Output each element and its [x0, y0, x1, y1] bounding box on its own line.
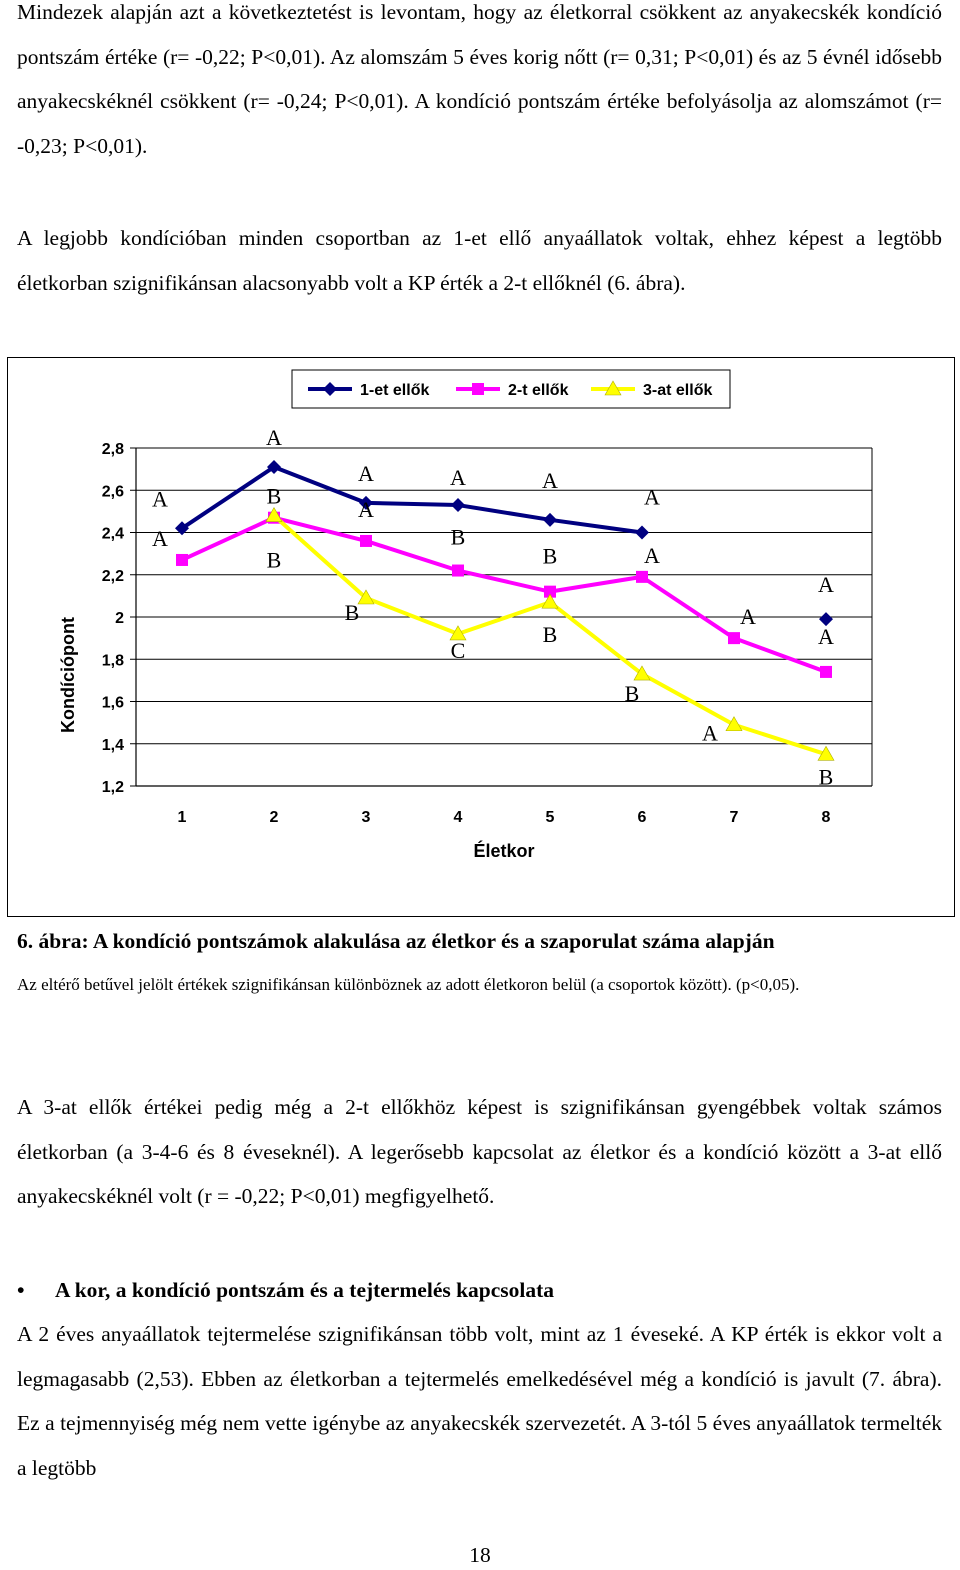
data-point — [175, 521, 189, 536]
significance-letter: B — [345, 600, 360, 625]
significance-letter: A — [644, 485, 660, 510]
significance-letter: A — [644, 543, 660, 568]
x-tick-label: 2 — [270, 809, 279, 826]
data-point — [452, 564, 464, 577]
page-number: 18 — [469, 1543, 491, 1567]
y-tick-label: 2,4 — [102, 526, 124, 543]
data-point — [265, 506, 283, 522]
significance-letter: B — [819, 764, 834, 789]
bullet-icon: • — [17, 1278, 25, 1302]
data-point — [359, 495, 373, 510]
data-point — [267, 460, 281, 475]
y-tick-label: 2 — [115, 610, 124, 627]
legend-marker — [323, 382, 337, 396]
section-heading-text: A kor, a kondíció pontszám és a tejterme… — [55, 1278, 555, 1302]
significance-letter: A — [266, 425, 282, 450]
chart-svg: 1,2 1,4 1,6 1,8 2 2,2 2,4 2,6 2,8 1 2 3 4 5 6 7 8 Életkor… — [58, 369, 873, 861]
data-point — [817, 745, 835, 761]
significance-letter: A — [358, 461, 374, 486]
y-tick-label: 1,2 — [102, 779, 124, 796]
significance-letter: A — [818, 572, 834, 597]
x-tick-label: 5 — [546, 809, 555, 826]
legend-marker — [472, 383, 484, 395]
y-axis-title: Kondíciópont — [58, 617, 78, 733]
significance-letter: A — [152, 486, 168, 511]
legend-label: 3-at ellők — [643, 382, 712, 399]
legend-label: 1-et ellők — [360, 382, 429, 399]
significance-letter: A — [818, 624, 834, 649]
y-tick-label: 1,6 — [102, 695, 124, 712]
paragraph-third-group: A 3-at ellők értékei pedig még a 2-t ell… — [17, 1095, 942, 1208]
data-point — [820, 665, 832, 678]
y-tick-label: 1,8 — [102, 652, 124, 669]
data-point — [725, 716, 743, 732]
data-point — [357, 589, 375, 605]
figure-caption-note: Az eltérő betűvel jelölt értékek szignif… — [17, 975, 800, 994]
figure-6-chart: 1,2 1,4 1,6 1,8 2 2,2 2,4 2,6 2,8 1 2 3 4 5 6 7 8 Életkor… — [7, 357, 955, 917]
data-point — [635, 525, 649, 540]
data-point — [544, 585, 556, 598]
data-point — [451, 498, 465, 513]
significance-letter: A — [358, 497, 374, 522]
significance-letter: A — [450, 465, 466, 490]
paragraph-best-condition: A legjobb kondícióban minden csoportban … — [17, 226, 942, 295]
significance-letter: A — [542, 468, 558, 493]
section-heading: • A kor, a kondíció pontszám és a tejterm… — [17, 1272, 942, 1308]
significance-letter: A — [152, 526, 168, 551]
x-tick-label: 3 — [362, 809, 371, 826]
data-point — [636, 570, 648, 583]
data-point — [543, 512, 557, 527]
paragraph-milk-production: A 2 éves anyaállatok tejtermelése szigni… — [17, 1322, 942, 1480]
paragraph-intro: Mindezek alapján azt a következtetést is… — [17, 0, 942, 158]
significance-letter: C — [451, 638, 466, 663]
data-point — [449, 625, 467, 641]
significance-letter: A — [702, 721, 718, 746]
y-tick-label: 2,6 — [102, 483, 124, 500]
x-tick-label: 1 — [178, 809, 187, 826]
data-point — [633, 665, 651, 681]
legend-box — [291, 369, 731, 409]
significance-letter: B — [543, 544, 558, 569]
legend-marker — [604, 380, 622, 396]
data-point — [819, 612, 833, 627]
y-tick-label: 2,8 — [102, 441, 124, 458]
y-tick-label: 1,4 — [102, 737, 124, 754]
data-point — [728, 632, 740, 645]
significance-letter: B — [267, 548, 282, 573]
data-point — [176, 553, 188, 566]
significance-letter: B — [451, 525, 466, 550]
x-tick-label: 6 — [638, 809, 647, 826]
data-point — [541, 593, 559, 609]
series-line-2 — [181, 515, 827, 674]
significance-letter: A — [740, 604, 756, 629]
significance-letter: B — [543, 622, 558, 647]
x-tick-label: 8 — [822, 809, 831, 826]
data-point — [360, 534, 372, 547]
x-tick-label: 4 — [454, 809, 463, 826]
legend-label: 2-t ellők — [508, 382, 569, 399]
series-line-1 — [180, 465, 643, 535]
y-tick-label: 2,2 — [102, 568, 124, 585]
significance-letter: B — [267, 484, 282, 509]
figure-caption-title: 6. ábra: A kondíció pontszámok alakulása… — [17, 929, 775, 953]
x-axis-title: Életkor — [473, 840, 534, 861]
significance-letter: B — [625, 681, 640, 706]
x-tick-label: 7 — [730, 809, 739, 826]
